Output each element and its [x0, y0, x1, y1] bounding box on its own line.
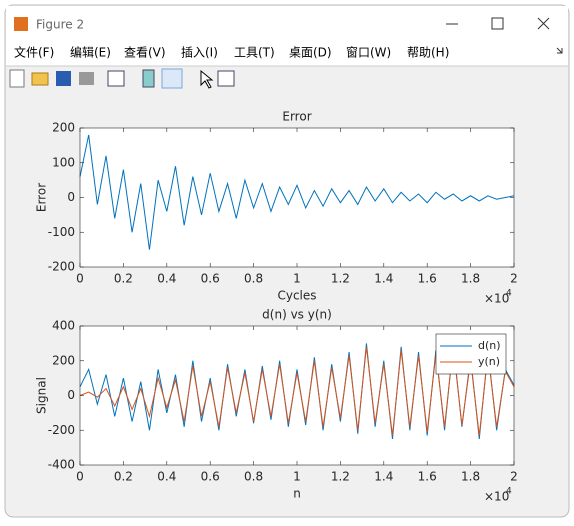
print-button[interactable] — [79, 72, 94, 85]
close-button[interactable] — [537, 17, 550, 30]
menu-item[interactable]: 工具(T) — [234, 46, 275, 60]
x-tick-label: 0 — [76, 470, 84, 484]
y-tick-label: 200 — [52, 121, 75, 135]
legend-box — [435, 333, 507, 375]
x-tick-label: 1 — [293, 470, 301, 484]
y-tick-label: -400 — [48, 458, 75, 472]
legend-label: d(n) — [478, 339, 501, 352]
y-axis-label: Error — [35, 183, 49, 212]
x-tick-label: 0.2 — [114, 470, 133, 484]
x-axis-label: Cycles — [277, 289, 316, 303]
x-tick-label: 1.2 — [331, 272, 350, 286]
new-button[interactable] — [9, 69, 25, 88]
pointer-button[interactable] — [200, 69, 214, 89]
menu-item[interactable]: 桌面(D) — [289, 46, 332, 60]
data-line — [79, 346, 515, 436]
axes-title: d(n) vs y(n) — [262, 308, 332, 322]
menu-item[interactable]: 编辑(E) — [70, 45, 111, 60]
menu-item[interactable]: 窗口(W) — [346, 46, 391, 60]
x-tick-label: 2 — [510, 470, 518, 484]
y-tick-label: 100 — [52, 155, 75, 169]
menu-item[interactable]: 帮助(H) — [407, 46, 449, 60]
x-multiplier: ×10 — [484, 490, 509, 504]
title-and-menu-bar — [6, 6, 568, 66]
y-tick-label: 400 — [52, 319, 75, 333]
x-tick-label: 1.8 — [461, 470, 480, 484]
x-tick-label: 1.4 — [374, 470, 393, 484]
dock-button[interactable] — [556, 47, 563, 54]
y-tick-label: 200 — [52, 353, 75, 367]
y-tick-label: -200 — [48, 260, 75, 274]
legend-label: y(n) — [478, 355, 500, 368]
x-tick-label: 1.4 — [374, 272, 393, 286]
y-tick-label: -200 — [48, 423, 75, 437]
window-title: Figure 2 — [36, 18, 84, 32]
toolbar — [9, 68, 235, 89]
x-tick-label: 1.6 — [418, 272, 437, 286]
open-button[interactable] — [31, 72, 49, 86]
x-tick-label: 0.2 — [114, 272, 133, 286]
app-icon — [14, 17, 28, 31]
x-multiplier-exponent: 4 — [506, 289, 512, 299]
link-button[interactable] — [107, 70, 125, 87]
x-axis-label: n — [293, 487, 301, 501]
maximize-button[interactable] — [491, 17, 504, 30]
x-tick-label: 0.4 — [157, 272, 176, 286]
x-tick-label: 0.6 — [201, 470, 220, 484]
x-tick-label: 2 — [510, 272, 518, 286]
x-tick-label: 1.6 — [418, 470, 437, 484]
legend-button[interactable] — [161, 68, 183, 89]
x-tick-label: 0.4 — [157, 470, 176, 484]
x-tick-label: 0.8 — [244, 272, 263, 286]
y-tick-label: 0 — [67, 190, 75, 204]
x-multiplier: ×10 — [484, 292, 509, 306]
x-tick-label: 0.8 — [244, 470, 263, 484]
property-button[interactable] — [217, 70, 235, 87]
axes-title: Error — [282, 110, 311, 124]
colorbar-button[interactable] — [142, 69, 155, 88]
plot-area — [80, 128, 514, 267]
data-line — [79, 134, 515, 250]
y-tick-label: -100 — [48, 225, 75, 239]
x-multiplier-exponent: 4 — [506, 487, 512, 497]
x-tick-label: 1.2 — [331, 470, 350, 484]
x-tick-label: 1.8 — [461, 272, 480, 286]
save-button[interactable] — [56, 71, 71, 86]
menu-item[interactable]: 文件(F) — [14, 45, 54, 60]
x-tick-label: 0.6 — [201, 272, 220, 286]
menu-item[interactable]: 查看(V) — [124, 46, 166, 60]
y-tick-label: 0 — [67, 388, 75, 402]
y-axis-label: Signal — [35, 377, 49, 414]
menu-item[interactable]: 插入(I) — [181, 46, 218, 60]
x-tick-label: 1 — [293, 272, 301, 286]
x-tick-label: 0 — [76, 272, 84, 286]
